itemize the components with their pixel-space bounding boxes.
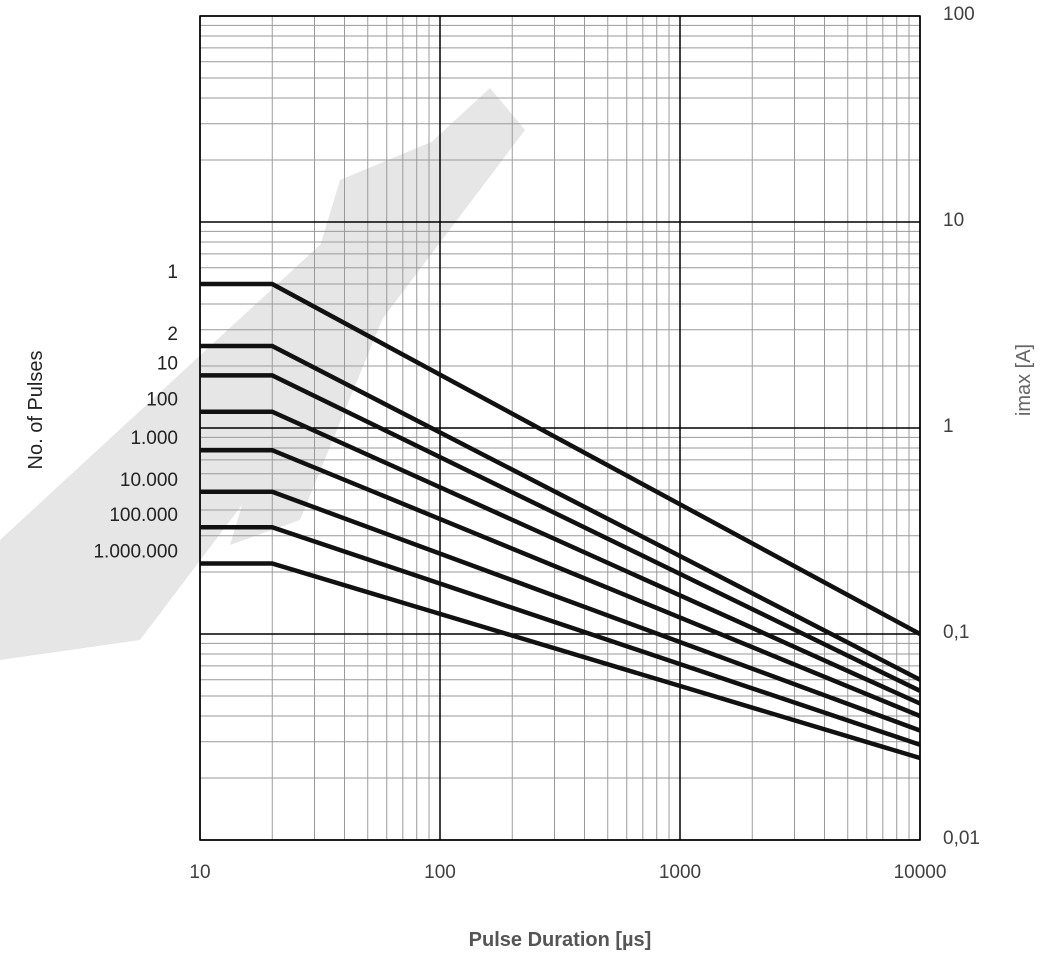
series-line	[200, 524, 921, 747]
y-axis-title-left: No. of Pulses	[25, 351, 47, 470]
series-line	[200, 409, 921, 706]
x-axis-title: Pulse Duration [µs]	[469, 929, 652, 951]
series-label: 1	[167, 262, 178, 283]
series-line	[200, 561, 921, 761]
x-tick-label: 10	[189, 862, 210, 883]
y-tick-label: 100	[943, 4, 975, 25]
series-label: 10.000	[120, 470, 178, 491]
series-line	[200, 343, 922, 682]
series-line	[200, 373, 921, 693]
series-label: 2	[167, 324, 178, 345]
y-tick-label: 10	[943, 210, 964, 231]
series-line	[200, 281, 922, 636]
y-tick-label: 0,01	[943, 828, 980, 849]
x-tick-label: 100	[424, 862, 456, 883]
series-label: 1.000	[130, 428, 178, 449]
plot-frame	[199, 15, 921, 841]
series-lines	[200, 281, 922, 761]
series-line	[200, 447, 921, 719]
y-tick-labels: 100 10 1 0,1 0,01	[943, 4, 980, 849]
series-label: 1.000.000	[93, 541, 178, 562]
major-grid	[199, 15, 921, 841]
y-tick-label: 0,1	[943, 622, 969, 643]
series-label: 10	[157, 353, 178, 374]
x-tick-labels: 10 100 1000 10000	[189, 862, 946, 883]
series-label: 100	[146, 390, 178, 411]
series-line	[200, 489, 921, 733]
x-tick-label: 1000	[659, 862, 701, 883]
x-tick-label: 10000	[894, 862, 947, 883]
y-axis-title-right: imax [A]	[1013, 344, 1035, 416]
series-label: 100.000	[109, 505, 178, 526]
y-tick-label: 1	[943, 416, 954, 437]
series-labels: 1 2 10 100 1.000 10.000 100.000 1.000.000	[93, 262, 178, 562]
